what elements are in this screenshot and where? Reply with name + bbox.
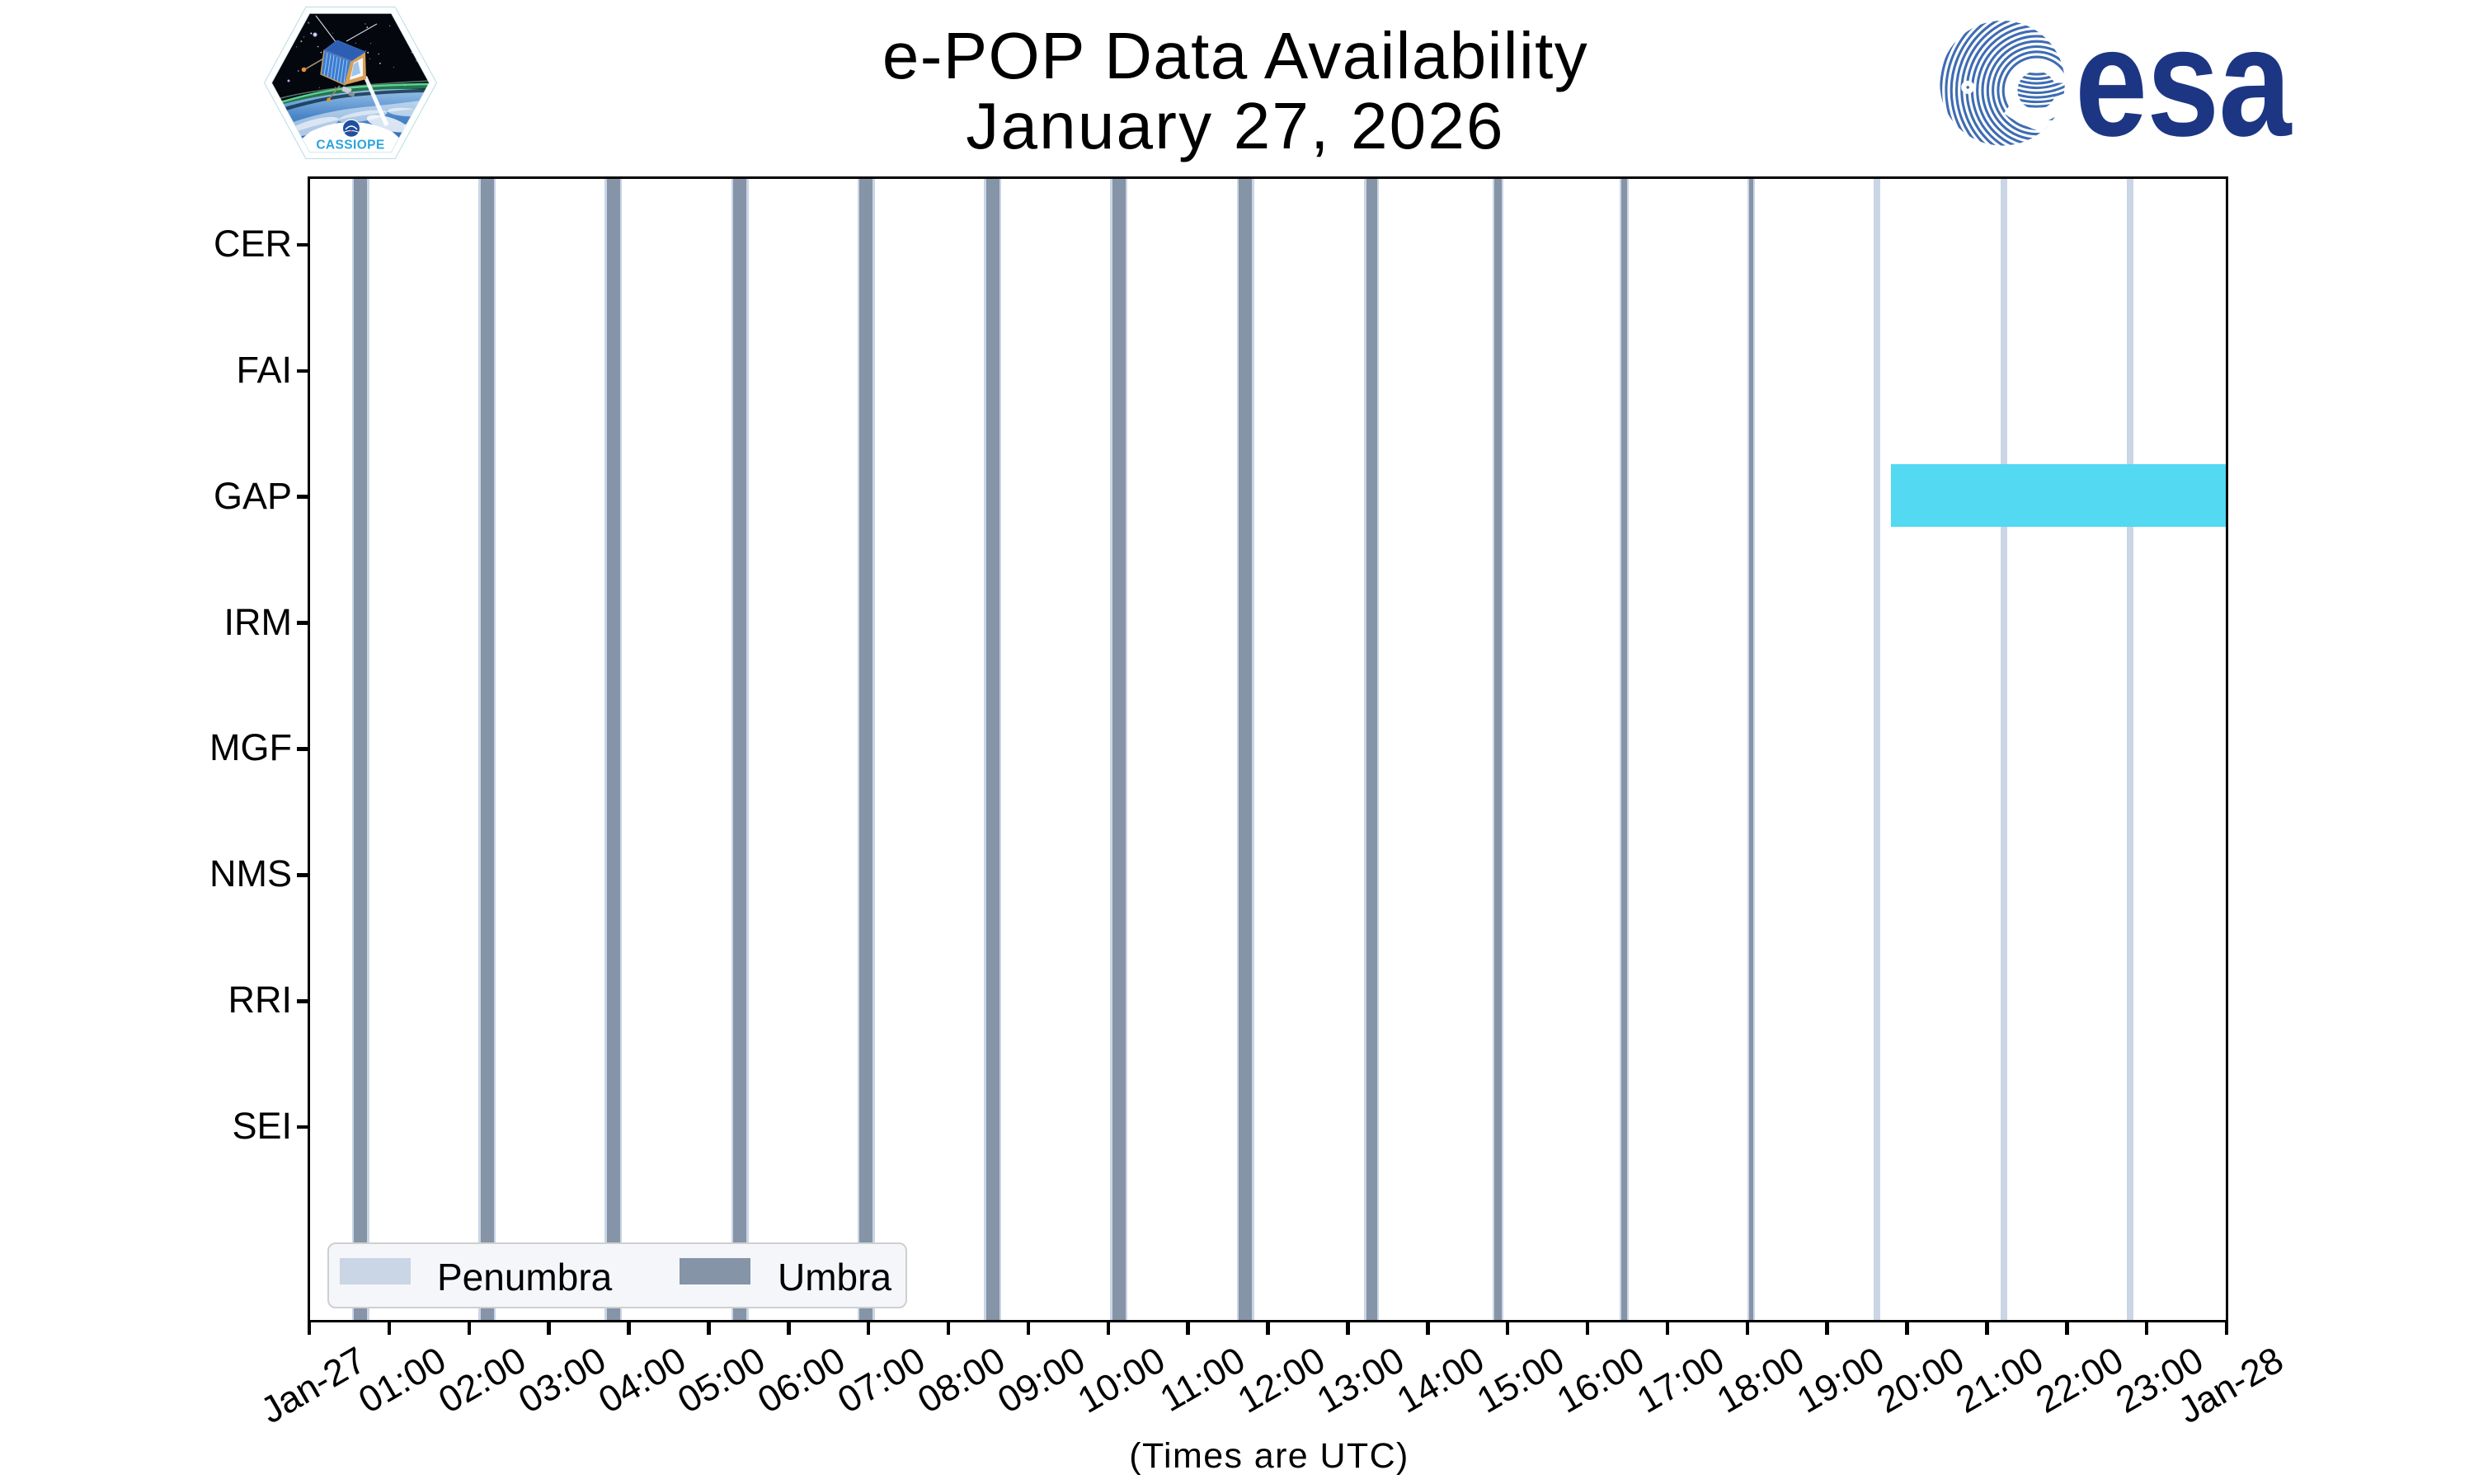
svg-text:CASSIOPE: CASSIOPE (316, 139, 384, 153)
